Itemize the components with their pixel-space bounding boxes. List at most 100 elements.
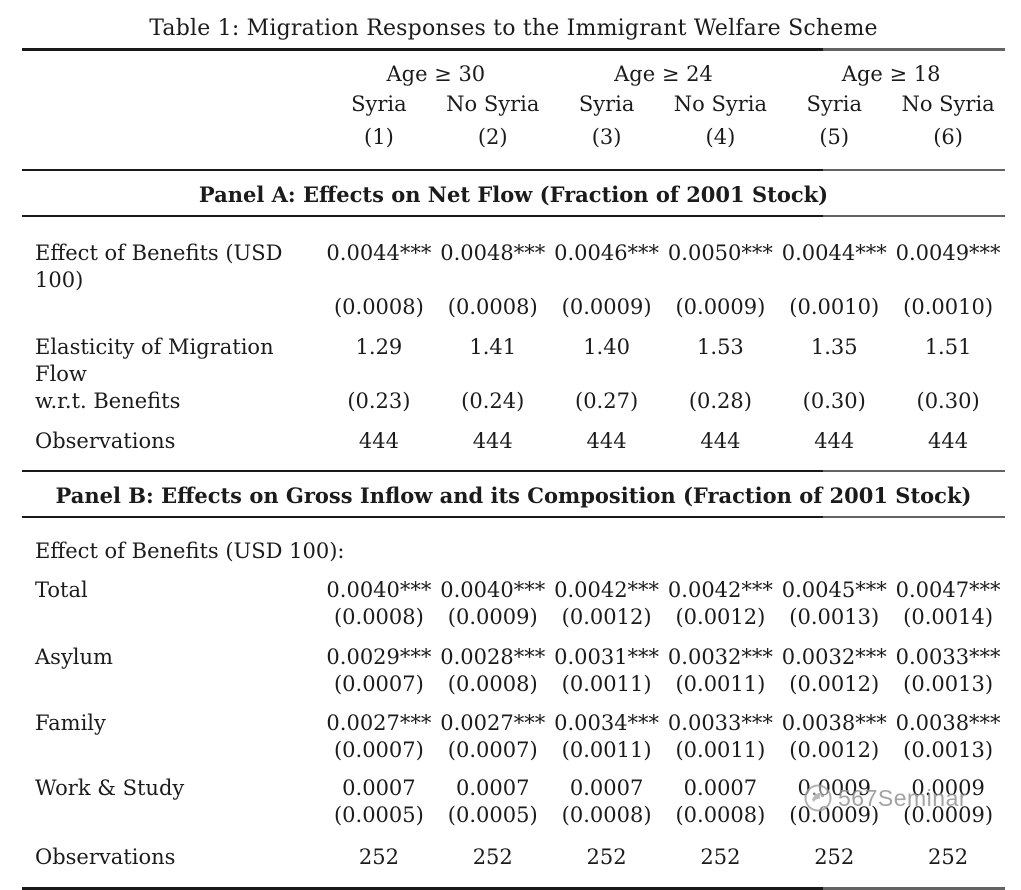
- age-group-30: Age ≥ 30: [386, 62, 486, 86]
- se-cell: (0.0008): [333, 605, 424, 629]
- subcol-nosyria-4: No Syria: [673, 92, 768, 116]
- estimate-cell: 1.40: [583, 335, 630, 359]
- subcol-syria-5: Syria: [806, 92, 862, 116]
- col-number-3: (3): [591, 125, 622, 149]
- row-label: Total: [35, 578, 88, 602]
- estimate-cell: 0.0040***: [326, 578, 432, 602]
- estimate-cell: 0.0007: [342, 776, 416, 800]
- col-number-5: (5): [819, 125, 850, 149]
- row-total: Total 0.0040*** 0.0040*** 0.0042*** 0.00…: [22, 577, 1005, 604]
- row-work-study-se: (0.0005) (0.0005) (0.0008) (0.0008) (0.0…: [22, 802, 1005, 829]
- row-elasticity: Elasticity of Migration Flow 1.29 1.41 1…: [22, 334, 1005, 388]
- estimate-cell: 0.0038***: [895, 711, 1001, 735]
- obs-cell: 252: [586, 845, 627, 869]
- row-observations-panel-b: Observations 252 252 252 252 252 252: [22, 844, 1005, 887]
- estimate-cell: 0.0045***: [781, 578, 887, 602]
- estimate-cell: 0.0048***: [440, 241, 546, 265]
- rule-below-panel-b: [22, 516, 1005, 518]
- row-asylum: Asylum 0.0029*** 0.0028*** 0.0031*** 0.0…: [22, 644, 1005, 671]
- row-effect-of-benefits: Effect of Benefits (USD 100) 0.0044*** 0…: [22, 240, 1005, 294]
- se-cell: (0.0011): [675, 672, 766, 696]
- row-work-study: Work & Study 0.0007 0.0007 0.0007 0.0007…: [22, 775, 1005, 802]
- col-number-6: (6): [933, 125, 963, 149]
- estimate-cell: 0.0033***: [667, 711, 773, 735]
- se-cell: (0.0005): [333, 803, 424, 827]
- row-asylum-se: (0.0007) (0.0008) (0.0011) (0.0011) (0.0…: [22, 671, 1005, 698]
- se-cell: (0.30): [802, 389, 866, 413]
- estimate-cell: 0.0029***: [326, 645, 432, 669]
- estimate-cell: 1.41: [469, 335, 517, 359]
- panel-b-title: Panel B: Effects on Gross Inflow and its…: [55, 483, 972, 508]
- se-cell: (0.0009): [561, 295, 652, 319]
- se-cell: (0.23): [347, 389, 411, 413]
- se-cell: (0.0011): [675, 738, 766, 762]
- se-cell: (0.0008): [333, 295, 424, 319]
- se-cell: (0.0014): [903, 605, 994, 629]
- age-group-header-row: Age ≥ 30 Age ≥ 24 Age ≥ 18: [22, 60, 1005, 88]
- obs-cell: 444: [358, 429, 399, 453]
- estimate-cell: 0.0031***: [554, 645, 660, 669]
- se-cell: (0.0009): [903, 803, 994, 827]
- estimate-cell: 0.0047***: [895, 578, 1001, 602]
- rule-above-panel-b: [22, 470, 1005, 472]
- row-observations-panel-a: Observations 444 444 444 444 444 444: [22, 428, 1005, 470]
- se-cell: (0.0011): [561, 672, 652, 696]
- se-cell: (0.0008): [447, 672, 538, 696]
- estimate-cell: 0.0046***: [554, 241, 660, 265]
- se-cell: (0.0011): [561, 738, 652, 762]
- se-cell: (0.28): [688, 389, 752, 413]
- obs-cell: 252: [928, 845, 969, 869]
- estimate-cell: 0.0038***: [781, 711, 887, 735]
- row-label: Work & Study: [35, 776, 185, 800]
- top-rule: [22, 48, 1005, 51]
- estimate-cell: 1.51: [924, 335, 972, 359]
- estimate-cell: 0.0007: [456, 776, 530, 800]
- row-label: Effect of Benefits (USD 100): [35, 241, 283, 292]
- se-cell: (0.0008): [447, 295, 538, 319]
- se-cell: (0.0007): [447, 738, 538, 762]
- obs-cell: 444: [586, 429, 627, 453]
- obs-cell: 252: [700, 845, 741, 869]
- table-1: Table 1: Migration Responses to the Immi…: [22, 0, 1005, 890]
- se-cell: (0.0007): [333, 738, 424, 762]
- subcol-syria-1: Syria: [351, 92, 407, 116]
- se-cell: (0.0012): [675, 605, 766, 629]
- age-group-18: Age ≥ 18: [841, 62, 941, 86]
- estimate-cell: 0.0007: [569, 776, 644, 800]
- estimate-cell: 0.0044***: [326, 241, 432, 265]
- subcol-nosyria-6: No Syria: [901, 92, 995, 116]
- estimate-cell: 0.0028***: [440, 645, 546, 669]
- col-number-2: (2): [477, 125, 508, 149]
- age-group-24: Age ≥ 24: [614, 62, 713, 86]
- row-label: Observations: [35, 845, 176, 869]
- subcolumn-header-row: Syria No Syria Syria No Syria Syria No S…: [22, 88, 1005, 121]
- col-number-1: (1): [364, 125, 394, 149]
- estimate-cell: 0.0044***: [781, 241, 887, 265]
- se-cell: (0.0009): [789, 803, 880, 827]
- estimate-cell: 1.53: [697, 335, 744, 359]
- se-cell: (0.27): [575, 389, 639, 413]
- se-cell: (0.0013): [903, 672, 994, 696]
- row-label: Observations: [35, 429, 176, 453]
- se-cell: (0.0012): [561, 605, 652, 629]
- row-effect-of-benefits-se: (0.0008) (0.0008) (0.0009) (0.0009) (0.0…: [22, 294, 1005, 321]
- se-cell: (0.0008): [675, 803, 766, 827]
- estimate-cell: 0.0042***: [554, 578, 660, 602]
- row-family: Family 0.0027*** 0.0027*** 0.0034*** 0.0…: [22, 710, 1005, 737]
- estimate-cell: 0.0032***: [667, 645, 773, 669]
- estimate-cell: 0.0049***: [895, 241, 1001, 265]
- paper-page: Table 1: Migration Responses to the Immi…: [22, 16, 1005, 890]
- obs-cell: 444: [814, 429, 855, 453]
- obs-cell: 252: [472, 845, 513, 869]
- row-label: Asylum: [35, 645, 113, 669]
- estimate-cell: 0.0007: [683, 776, 758, 800]
- estimate-cell: 0.0009: [797, 776, 871, 800]
- obs-cell: 252: [358, 845, 399, 869]
- estimate-cell: 0.0009: [911, 776, 985, 800]
- se-cell: (0.0013): [903, 738, 994, 762]
- se-cell: (0.0009): [447, 605, 538, 629]
- se-cell: (0.30): [916, 389, 980, 413]
- obs-cell: 252: [814, 845, 855, 869]
- panel-b-section-label: Effect of Benefits (USD 100):: [35, 539, 345, 563]
- row-label: Elasticity of Migration Flow: [35, 335, 274, 386]
